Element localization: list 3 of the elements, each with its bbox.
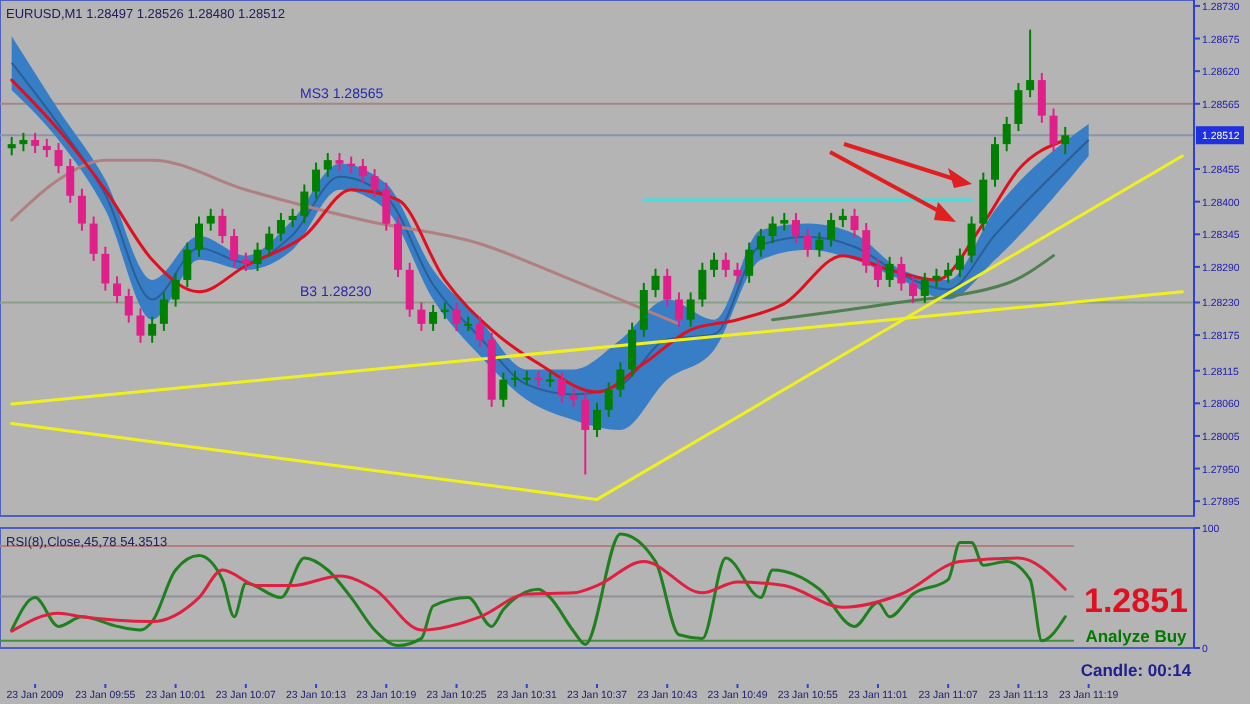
annotation: Analyze Buy xyxy=(1085,626,1188,646)
annotation: 1.2851 xyxy=(1084,582,1188,620)
text: Candle: 00:14 xyxy=(1080,660,1192,680)
